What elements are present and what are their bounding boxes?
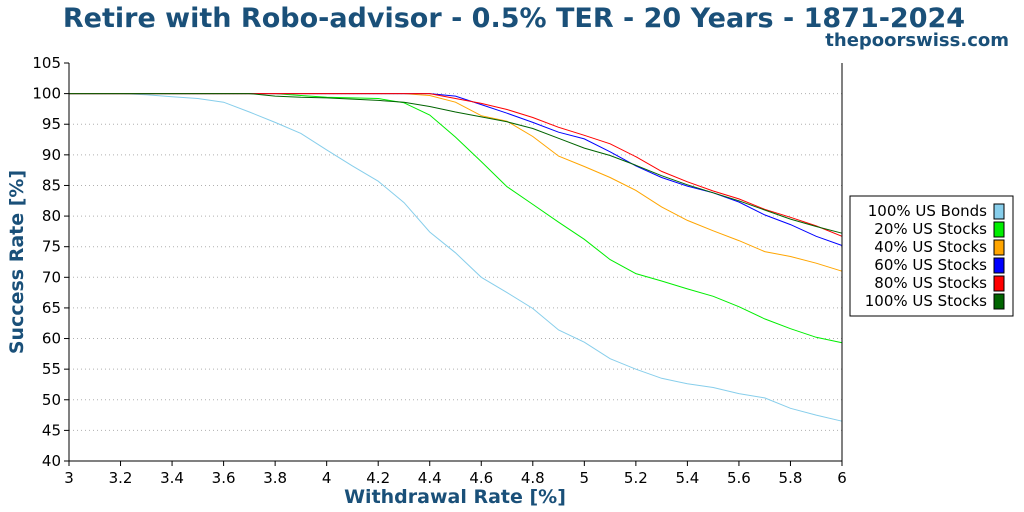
y-axis-label: Success Rate [%]	[6, 170, 28, 354]
legend-label: 60% US Stocks	[874, 256, 987, 274]
y-tick-label: 100	[32, 85, 61, 103]
x-tick-label: 6	[837, 469, 847, 487]
y-tick-label: 55	[42, 360, 61, 378]
series-line-100pct-us-stocks	[69, 93, 843, 234]
series-line-80pct-us-stocks	[69, 93, 843, 237]
legend-swatch	[993, 239, 1005, 256]
y-tick-label: 50	[42, 391, 61, 409]
y-tick-label: 60	[42, 330, 61, 348]
legend-label: 20% US Stocks	[874, 220, 987, 238]
legend-swatch	[993, 221, 1005, 238]
series-line-40pct-us-stocks	[69, 93, 843, 272]
y-tick-label: 75	[42, 238, 61, 256]
series-line-100pct-us-bonds	[69, 93, 843, 422]
legend-swatch	[993, 257, 1005, 274]
y-axis-ticks: 40 45 50 55 60 65 70 75 80 85 90 95 100 105	[32, 54, 69, 470]
x-tick-label: 5	[580, 469, 590, 487]
x-tick-label: 3.4	[160, 469, 184, 487]
y-tick-label: 40	[42, 452, 61, 470]
x-axis-label: Withdrawal Rate [%]	[344, 486, 566, 508]
y-tick-label: 65	[42, 299, 61, 317]
chart-title: Retire with Robo-advisor - 0.5% TER - 20…	[63, 3, 965, 34]
x-tick-label: 4.8	[521, 469, 545, 487]
x-tick-label: 3.6	[212, 469, 236, 487]
grid-lines	[69, 93, 842, 431]
x-tick-label: 3.2	[109, 469, 133, 487]
y-tick-label: 45	[42, 421, 61, 439]
x-axis-ticks: 3 3.2 3.4 3.6 3.8 4 4.2 4.4 4.6 4.8 5 5.2 5.4 5.6 5.8 6	[64, 461, 847, 487]
legend-box	[849, 195, 1014, 317]
legend-swatch	[993, 203, 1005, 220]
legend-label: 100% US Bonds	[868, 202, 987, 220]
x-tick-label: 3.8	[263, 469, 287, 487]
x-tick-label: 4	[322, 469, 332, 487]
chart-subtitle: thepoorswiss.com	[825, 30, 1009, 51]
legend-label: 100% US Stocks	[865, 292, 987, 310]
y-tick-label: 85	[42, 176, 61, 194]
x-tick-label: 5.8	[779, 469, 803, 487]
x-tick-label: 5.4	[675, 469, 699, 487]
x-tick-label: 3	[64, 469, 74, 487]
legend-label: 80% US Stocks	[874, 274, 987, 292]
x-tick-label: 5.2	[624, 469, 648, 487]
y-tick-label: 105	[32, 54, 61, 72]
series-line-60pct-us-stocks	[69, 93, 843, 246]
legend-swatch	[993, 293, 1005, 310]
series-line-20pct-us-stocks	[69, 93, 843, 344]
x-tick-label: 4.2	[366, 469, 390, 487]
y-tick-label: 95	[42, 115, 61, 133]
x-tick-label: 4.4	[418, 469, 442, 487]
x-tick-label: 5.6	[727, 469, 751, 487]
y-tick-label: 90	[42, 146, 61, 164]
legend-swatch	[993, 275, 1005, 292]
axes	[68, 63, 843, 462]
x-tick-label: 4.6	[469, 469, 493, 487]
y-tick-label: 70	[42, 268, 61, 286]
series-lines	[69, 93, 843, 422]
legend-label: 40% US Stocks	[874, 238, 987, 256]
y-tick-label: 80	[42, 207, 61, 225]
